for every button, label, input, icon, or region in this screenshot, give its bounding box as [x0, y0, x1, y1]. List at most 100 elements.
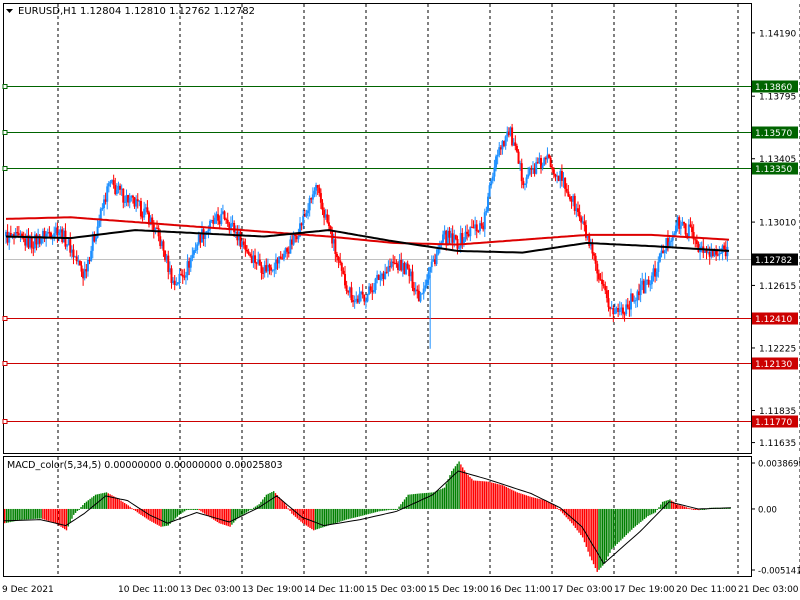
macd-bar: [532, 497, 535, 509]
macd-bar: [658, 507, 660, 509]
macd-bar: [174, 508, 177, 519]
macd-bar: [365, 508, 368, 515]
macd-bar: [194, 508, 197, 510]
macd-bar: [411, 494, 413, 509]
candle-body: [194, 249, 197, 251]
macd-bar: [482, 481, 484, 509]
price-pane[interactable]: [3, 3, 752, 454]
price-tick-label: 1.14190: [759, 29, 796, 39]
macd-bar: [360, 508, 362, 517]
macd-bar: [425, 492, 428, 509]
macd-bar: [432, 492, 435, 509]
macd-bar: [314, 508, 317, 530]
macd-bar: [667, 500, 669, 509]
macd-bar: [54, 508, 57, 524]
candle-body: [503, 141, 506, 146]
candle-body: [173, 280, 176, 285]
candle-body: [252, 255, 255, 263]
macd-bar: [592, 508, 595, 565]
macd-bar: [501, 485, 504, 509]
candle-body: [332, 239, 335, 244]
macd-bar: [443, 487, 446, 509]
candle-body: [438, 245, 441, 249]
candle-body: [9, 232, 12, 236]
candle-body: [167, 255, 170, 272]
macd-bar: [343, 508, 346, 521]
macd-bar: [507, 487, 509, 509]
macd-bar: [196, 508, 199, 510]
macd-bar: [167, 508, 169, 526]
candle-body: [257, 259, 260, 264]
macd-bar: [91, 497, 93, 509]
macd-bar: [536, 498, 538, 509]
candle-body: [716, 254, 719, 256]
candle-body: [425, 279, 428, 286]
candle-body: [281, 258, 284, 260]
macd-bar: [389, 508, 391, 510]
macd-bar: [240, 508, 242, 517]
macd-bar: [65, 508, 68, 531]
macd-bar: [451, 470, 453, 509]
candle-body: [278, 256, 281, 264]
candle-body: [589, 243, 592, 246]
candle-body: [466, 231, 469, 234]
candle-body: [387, 266, 390, 272]
candle-body: [119, 185, 122, 190]
candle-body: [678, 217, 681, 229]
candle-body: [225, 219, 228, 221]
candle-body: [43, 230, 46, 239]
macd-bar: [311, 508, 313, 530]
macd-tick-label: 0.0038699: [758, 460, 800, 470]
time-label: 15 Dec 19:00: [428, 585, 489, 595]
candle-body: [217, 214, 220, 221]
candle-body: [596, 263, 599, 274]
macd-bar: [4, 508, 6, 524]
macd-bar: [571, 508, 573, 524]
macd-bar: [182, 508, 184, 513]
candle-body: [435, 254, 438, 265]
macd-bar: [382, 508, 384, 511]
macd-bar: [643, 508, 646, 520]
candle-body: [350, 287, 353, 301]
candle-body: [300, 223, 303, 226]
candle-body: [83, 269, 86, 279]
macd-bar: [316, 508, 319, 530]
macd-bar: [449, 475, 451, 509]
candle-body: [147, 212, 150, 225]
macd-bar: [345, 508, 348, 520]
candle-body: [335, 253, 338, 258]
moving-averages: [5, 216, 730, 254]
candle-body: [623, 313, 626, 315]
candle-body: [432, 259, 435, 262]
candle-body: [62, 230, 65, 243]
candle-body: [86, 259, 89, 272]
candle-body: [480, 223, 483, 226]
candle-body: [53, 233, 56, 238]
menu-triangle-icon[interactable]: [6, 9, 13, 13]
macd-bar: [363, 508, 366, 516]
candle-body: [585, 225, 588, 238]
macd-bar: [407, 494, 409, 509]
macd-bar: [100, 493, 102, 509]
candle-body: [546, 154, 549, 160]
candle-body: [358, 293, 361, 303]
candle-body: [485, 211, 488, 213]
macd-bar: [474, 480, 477, 509]
candle-body: [93, 235, 96, 242]
macd-bar: [491, 482, 493, 509]
candle-body: [58, 232, 61, 236]
macd-bar: [158, 508, 160, 526]
macd-bar: [703, 508, 706, 510]
candle-body: [686, 234, 689, 237]
level-tag: [752, 312, 798, 325]
candle-body: [417, 290, 420, 302]
macd-bar: [211, 508, 213, 519]
candle-body: [123, 201, 126, 203]
candle-body: [514, 142, 517, 146]
macd-bar: [40, 508, 42, 519]
macd-bar: [189, 508, 191, 510]
candle-body: [650, 275, 653, 285]
candle-body: [106, 186, 109, 202]
candle-body: [475, 224, 478, 232]
